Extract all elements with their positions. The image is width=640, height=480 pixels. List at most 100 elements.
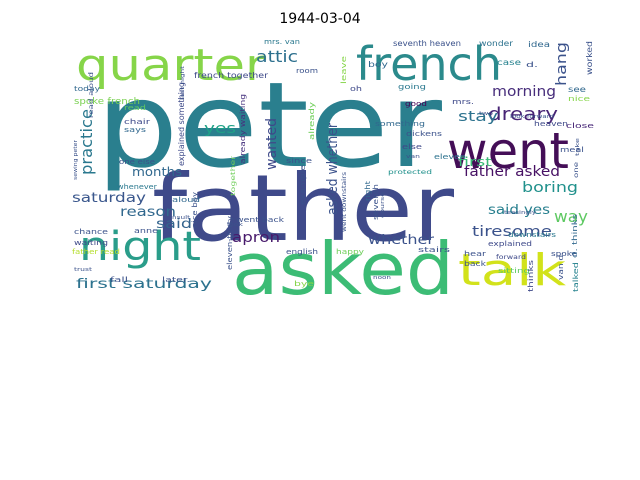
word-heaven: heaven xyxy=(534,120,568,128)
word-explained: explained xyxy=(488,240,532,248)
word-one: one xyxy=(573,162,580,178)
word-hear: hear xyxy=(464,250,486,258)
word-nice-boy: nice boy xyxy=(191,192,199,228)
word-attic: attic xyxy=(256,47,298,66)
word-apron: apron xyxy=(232,230,280,246)
word-night: night xyxy=(79,224,201,270)
word-dickens: dickens xyxy=(406,130,442,138)
word-d: d. xyxy=(526,61,538,69)
word-practice: practice xyxy=(77,109,96,175)
word-since: since xyxy=(286,157,312,165)
word-father-asked: father asked xyxy=(464,164,560,180)
word-whenever: whenever xyxy=(117,183,157,191)
word-something: something xyxy=(375,120,425,128)
word-example: example xyxy=(299,165,307,205)
word-last-night: last night xyxy=(180,66,186,100)
word-take: take xyxy=(575,138,581,156)
word-trust: trust xyxy=(74,267,92,273)
word-boy: boy xyxy=(368,60,388,69)
word-says: says xyxy=(124,126,146,134)
word-said-yes: said yes xyxy=(488,203,550,218)
word-right: right xyxy=(364,181,372,201)
word-chair: chair xyxy=(124,118,150,126)
word-eleven: eleven xyxy=(434,153,466,161)
word-van: van xyxy=(406,154,420,160)
word-months: months xyxy=(132,165,182,179)
word-protected: protected xyxy=(388,169,432,176)
word-anne: anne xyxy=(134,227,158,235)
word-back: back xyxy=(464,260,487,268)
word-oh: oh xyxy=(350,85,362,93)
word-bye: bye xyxy=(294,280,314,288)
word-explained-something: explained something xyxy=(177,82,186,166)
word-insult: insult xyxy=(170,215,190,221)
word-first: first xyxy=(458,155,492,169)
word-mrs-van: mrs. van xyxy=(264,38,300,46)
word-going: going xyxy=(398,83,426,91)
word-already-waiting: already waiting xyxy=(239,94,247,164)
word-reason: reason xyxy=(120,205,176,220)
word-went: went xyxy=(447,122,569,180)
word-today: today xyxy=(74,85,100,93)
word-later: later. xyxy=(162,276,190,284)
word-forward: forward xyxy=(496,254,526,261)
word-wonder: wonder xyxy=(479,39,514,48)
word-waiting: waiting xyxy=(74,239,108,247)
word-look: look xyxy=(227,222,243,228)
word-stairs: stairs xyxy=(418,246,451,254)
word-hang: hang xyxy=(554,42,570,86)
word-asked: asked xyxy=(232,227,454,311)
word-tiresome: tiresome xyxy=(472,224,552,240)
word-father-read: father read xyxy=(72,248,120,256)
word-talked: talked xyxy=(572,262,580,292)
word-teasingly: teasingly xyxy=(504,210,536,216)
word-read-aloud: read aloud xyxy=(88,72,95,118)
word-french-together: french together xyxy=(194,71,269,80)
word-look-forward: look forward xyxy=(510,114,554,120)
word-mrs: mrs. xyxy=(452,98,474,106)
word-happy: happy xyxy=(336,248,364,256)
word-d-thinks: d. thinks xyxy=(571,214,579,258)
word-said: said xyxy=(156,217,192,232)
word-went-back: went back xyxy=(236,216,285,224)
word-father: father xyxy=(152,155,454,262)
word-chance: chance xyxy=(74,228,108,236)
word-one-else: one else xyxy=(119,158,155,166)
word-first-saturday: first saturday xyxy=(76,277,212,292)
word-noon: noon xyxy=(373,275,391,281)
word-idea: idea xyxy=(528,40,550,49)
word-boring: boring xyxy=(522,180,578,196)
word-peter: peter xyxy=(96,56,443,194)
word-sitting: sitting xyxy=(498,267,530,275)
word-asked-whether: asked whether xyxy=(325,123,341,215)
word-french: french xyxy=(356,37,502,91)
word-stay: stay xyxy=(458,109,498,125)
word-two: two xyxy=(479,111,493,117)
word-downstairs: downstairs xyxy=(508,231,556,239)
word-nice: nice xyxy=(568,95,590,103)
word-room: room xyxy=(296,67,318,75)
word-fall: fall xyxy=(110,276,128,284)
word-van-d: van d. xyxy=(557,252,565,280)
word-leave: leave xyxy=(340,56,348,84)
word-worked: worked xyxy=(585,41,594,75)
word-see: see xyxy=(568,85,586,94)
word-whether: whether xyxy=(368,233,435,248)
word-good: good xyxy=(405,100,427,108)
word-course: course xyxy=(380,192,386,218)
word-saturday: saturday xyxy=(72,191,146,206)
word-dreary: dreary xyxy=(488,104,558,125)
word-close: close xyxy=(566,122,594,130)
word-spoke: spoke xyxy=(551,250,577,258)
word-eleven-thirty: eleven-thirty xyxy=(226,216,234,270)
word-seventh-heaven: seventh heaven xyxy=(393,39,461,48)
word-wanted: wanted xyxy=(264,118,280,170)
word-yes: yes xyxy=(204,121,236,137)
word-quarter: quarter xyxy=(76,40,267,91)
word-went-downstairs: went downstairs xyxy=(341,172,348,232)
word-together: together xyxy=(230,155,237,196)
word-talk: talk xyxy=(458,245,567,296)
figure-title: 1944-03-04 xyxy=(279,11,361,27)
word-else: else xyxy=(402,143,422,151)
